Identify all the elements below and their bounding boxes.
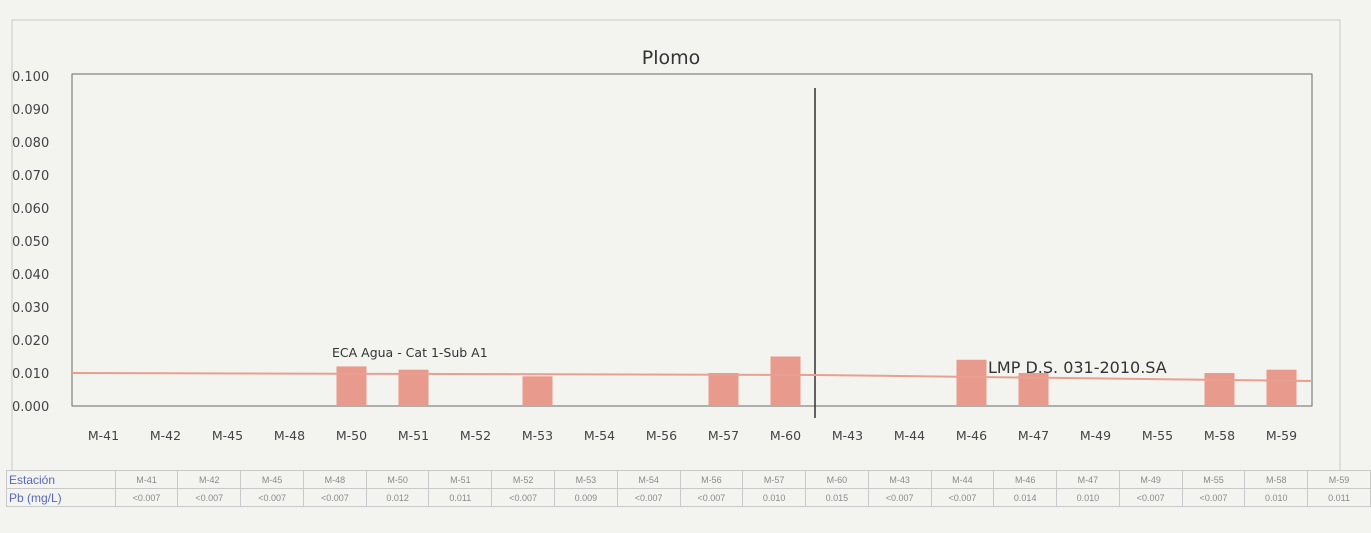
x-tick-label: M-54 bbox=[584, 428, 615, 443]
y-tick-label: 0.030 bbox=[12, 301, 49, 316]
value-cell: <0.007 bbox=[679, 488, 744, 507]
station-cell: M-51 bbox=[428, 470, 493, 489]
value-cell: <0.007 bbox=[1181, 488, 1246, 507]
bar bbox=[1266, 369, 1297, 406]
table-row: Pb (mg/L) <0.007 <0.007 <0.007 <0.007 0.012 0… bbox=[6, 488, 1371, 507]
x-tick-label: M-45 bbox=[212, 428, 243, 443]
value-cell: <0.007 bbox=[240, 488, 304, 507]
y-tick-label: 0.020 bbox=[12, 334, 49, 349]
value-cell: 0.010 bbox=[742, 488, 807, 507]
value-cell: 0.010 bbox=[1244, 488, 1309, 507]
y-tick-label: 0.060 bbox=[12, 202, 49, 217]
value-cell: 0.011 bbox=[428, 488, 493, 507]
chart: Plomo 0.000 0.010 0.020 0.030 0.040 0.050 0.06… bbox=[11, 19, 1341, 470]
station-cell: M-57 bbox=[742, 470, 807, 489]
plot-area bbox=[71, 73, 1313, 407]
station-cell: M-55 bbox=[1181, 470, 1246, 489]
y-tick-label: 0.040 bbox=[12, 268, 49, 283]
station-cell: M-49 bbox=[1118, 470, 1183, 489]
x-tick-label: M-55 bbox=[1142, 428, 1173, 443]
station-cell: M-48 bbox=[302, 470, 367, 489]
bar bbox=[522, 376, 553, 406]
reference-label-lmp: LMP D.S. 031-2010.SA bbox=[988, 358, 1167, 377]
bar bbox=[1204, 373, 1235, 406]
value-row-header: Pb (mg/L) bbox=[6, 488, 116, 507]
station-cell: M-45 bbox=[240, 470, 304, 489]
x-tick-label: M-47 bbox=[1018, 428, 1049, 443]
y-tick-label: 0.010 bbox=[12, 367, 49, 382]
value-cell: 0.012 bbox=[365, 488, 430, 507]
x-tick-label: M-51 bbox=[398, 428, 429, 443]
y-tick-label: 0.090 bbox=[12, 103, 49, 118]
x-tick-label: M-52 bbox=[460, 428, 491, 443]
station-cell: M-42 bbox=[177, 470, 242, 489]
chart-title: Plomo bbox=[642, 47, 701, 69]
value-cell: 0.009 bbox=[554, 488, 618, 507]
station-cell: M-52 bbox=[491, 470, 555, 489]
x-tick-label: M-46 bbox=[956, 428, 987, 443]
y-tick-label: 0.050 bbox=[12, 235, 49, 250]
x-tick-label: M-56 bbox=[646, 428, 677, 443]
table-row: Estación M-41 M-42 M-45 M-48 M-50 M-51 M-52 M-5… bbox=[6, 470, 1371, 489]
reference-line-eca bbox=[71, 372, 816, 376]
station-cell: M-58 bbox=[1244, 470, 1309, 489]
value-cell: <0.007 bbox=[930, 488, 995, 507]
x-tick-label: M-57 bbox=[708, 428, 739, 443]
value-cell: <0.007 bbox=[491, 488, 555, 507]
station-cell: M-60 bbox=[805, 470, 869, 489]
station-cell: M-53 bbox=[554, 470, 618, 489]
reference-line-lmp bbox=[814, 374, 1313, 382]
value-cell: <0.007 bbox=[867, 488, 932, 507]
reference-label-eca: ECA Agua - Cat 1-Sub A1 bbox=[332, 345, 488, 360]
chart-frame bbox=[11, 19, 1341, 470]
station-cell: M-44 bbox=[930, 470, 995, 489]
station-cell: M-46 bbox=[993, 470, 1058, 489]
value-cell: 0.015 bbox=[805, 488, 869, 507]
value-cell: <0.007 bbox=[616, 488, 681, 507]
value-cell: <0.007 bbox=[114, 488, 179, 507]
value-cell: 0.011 bbox=[1307, 488, 1371, 507]
y-tick-label: 0.070 bbox=[12, 169, 49, 184]
x-tick-label: M-53 bbox=[522, 428, 553, 443]
x-tick-label: M-42 bbox=[150, 428, 181, 443]
data-table: Estación M-41 M-42 M-45 M-48 M-50 M-51 M-52 M-5… bbox=[6, 470, 1371, 507]
bar bbox=[336, 366, 367, 406]
x-tick-label: M-58 bbox=[1204, 428, 1235, 443]
x-tick-label: M-49 bbox=[1080, 428, 1111, 443]
bar bbox=[708, 373, 739, 406]
bar bbox=[956, 359, 987, 406]
x-tick-label: M-59 bbox=[1266, 428, 1297, 443]
value-cell: 0.014 bbox=[993, 488, 1058, 507]
station-cell: M-50 bbox=[365, 470, 430, 489]
station-cell: M-59 bbox=[1307, 470, 1371, 489]
station-cell: M-56 bbox=[679, 470, 744, 489]
station-cell: M-41 bbox=[114, 470, 179, 489]
x-tick-label: M-43 bbox=[832, 428, 863, 443]
station-cell: M-54 bbox=[616, 470, 681, 489]
value-cell: 0.010 bbox=[1056, 488, 1120, 507]
bar bbox=[770, 356, 801, 406]
station-cell: M-47 bbox=[1056, 470, 1120, 489]
station-cell: M-43 bbox=[867, 470, 932, 489]
station-row-header: Estación bbox=[6, 470, 116, 489]
x-tick-label: M-50 bbox=[336, 428, 367, 443]
x-tick-label: M-41 bbox=[88, 428, 119, 443]
bar bbox=[398, 369, 429, 406]
x-tick-label: M-44 bbox=[894, 428, 925, 443]
y-tick-label: 0.100 bbox=[12, 70, 49, 85]
value-cell: <0.007 bbox=[177, 488, 242, 507]
x-tick-label: M-48 bbox=[274, 428, 305, 443]
y-tick-label: 0.080 bbox=[12, 136, 49, 151]
value-cell: <0.007 bbox=[1118, 488, 1183, 507]
y-tick-label: 0.000 bbox=[12, 400, 49, 415]
x-tick-label: M-60 bbox=[770, 428, 801, 443]
value-cell: <0.007 bbox=[302, 488, 367, 507]
